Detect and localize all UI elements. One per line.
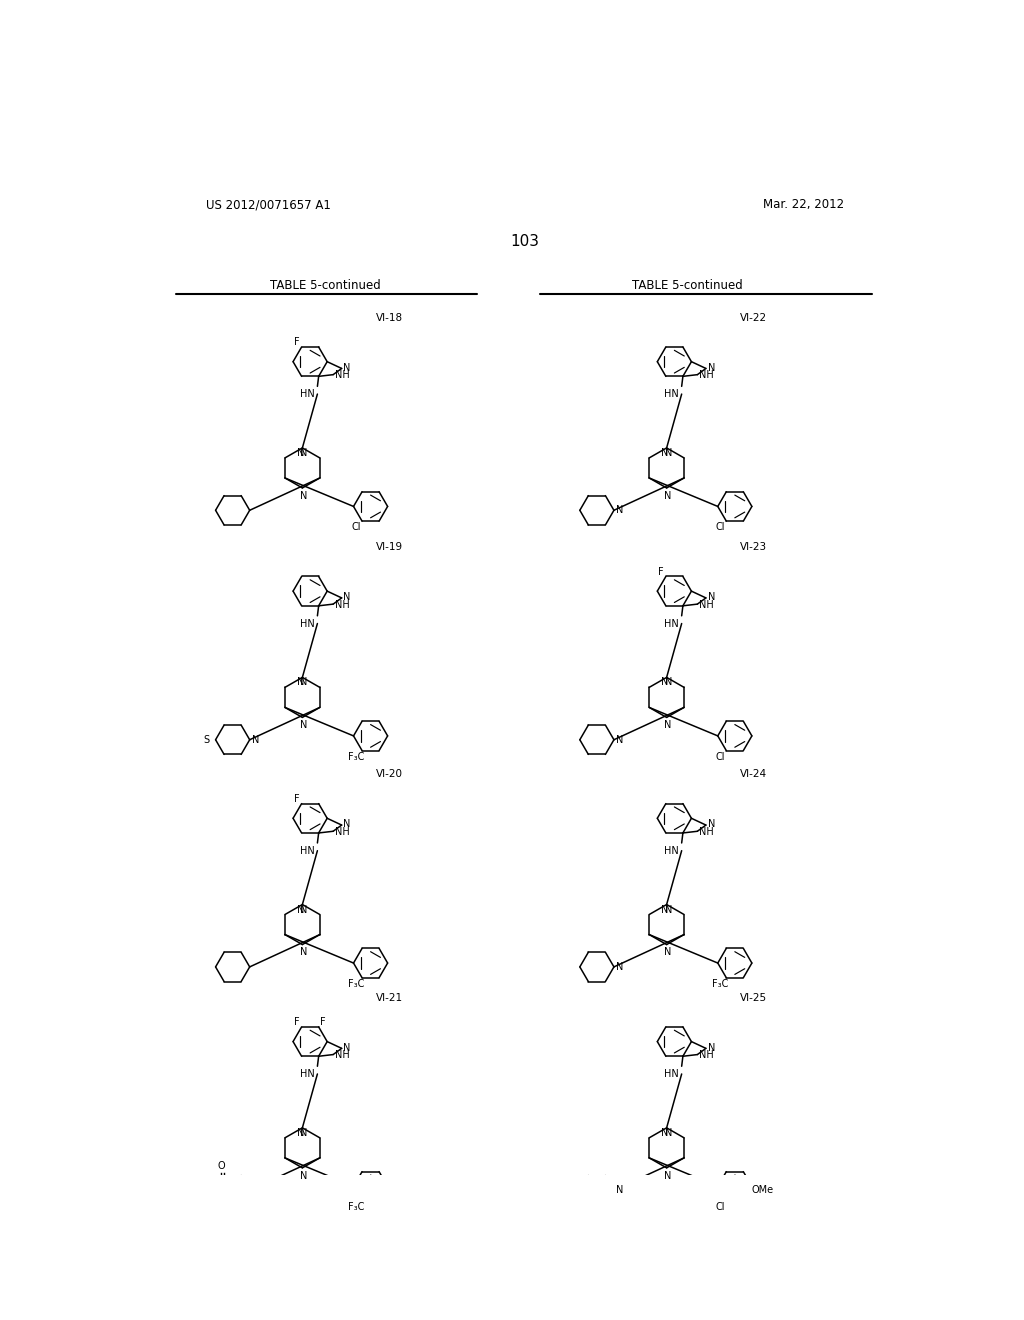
Text: N: N bbox=[297, 904, 304, 915]
Text: F₃C: F₃C bbox=[712, 979, 728, 989]
Text: N: N bbox=[300, 904, 308, 915]
Text: N: N bbox=[708, 593, 715, 602]
Text: TABLE 5-continued: TABLE 5-continued bbox=[270, 279, 381, 292]
Text: N: N bbox=[343, 820, 351, 829]
Text: F: F bbox=[294, 338, 300, 347]
Text: VI-19: VI-19 bbox=[376, 543, 403, 552]
Text: N: N bbox=[665, 1127, 672, 1138]
Text: NH: NH bbox=[699, 1051, 714, 1060]
Text: HN: HN bbox=[300, 1069, 314, 1078]
Text: VI-25: VI-25 bbox=[740, 993, 767, 1003]
Text: VI-18: VI-18 bbox=[376, 313, 403, 323]
Text: N: N bbox=[662, 1127, 669, 1138]
Text: HN: HN bbox=[665, 846, 679, 855]
Text: N: N bbox=[665, 491, 672, 500]
Text: N: N bbox=[662, 447, 669, 458]
Text: N: N bbox=[665, 948, 672, 957]
Text: Cl: Cl bbox=[716, 1203, 725, 1212]
Text: F: F bbox=[319, 1018, 326, 1027]
Text: N: N bbox=[616, 1185, 624, 1195]
Text: N: N bbox=[300, 447, 308, 458]
Text: N: N bbox=[343, 363, 351, 372]
Text: N: N bbox=[343, 593, 351, 602]
Text: HN: HN bbox=[665, 389, 679, 399]
Text: N: N bbox=[616, 735, 624, 744]
Text: OMe: OMe bbox=[752, 1185, 774, 1195]
Text: NH: NH bbox=[699, 828, 714, 837]
Text: N: N bbox=[300, 1127, 308, 1138]
Text: N: N bbox=[665, 904, 672, 915]
Text: N: N bbox=[297, 1127, 304, 1138]
Text: HN: HN bbox=[300, 846, 314, 855]
Text: N: N bbox=[252, 735, 259, 744]
Text: NH: NH bbox=[335, 371, 350, 380]
Text: N: N bbox=[300, 491, 307, 500]
Text: N: N bbox=[616, 962, 624, 972]
Text: N: N bbox=[343, 1043, 351, 1052]
Text: F₃C: F₃C bbox=[348, 1203, 365, 1212]
Text: NH: NH bbox=[335, 1051, 350, 1060]
Text: HN: HN bbox=[300, 389, 314, 399]
Text: O: O bbox=[217, 1162, 225, 1171]
Text: F₃C: F₃C bbox=[348, 751, 365, 762]
Text: F: F bbox=[658, 566, 664, 577]
Text: N: N bbox=[662, 904, 669, 915]
Text: N: N bbox=[665, 677, 672, 688]
Text: US 2012/0071657 A1: US 2012/0071657 A1 bbox=[206, 198, 331, 211]
Text: N: N bbox=[300, 1171, 307, 1180]
Text: N: N bbox=[708, 363, 715, 372]
Text: N: N bbox=[708, 1043, 715, 1052]
Text: Cl: Cl bbox=[716, 751, 725, 762]
Text: F: F bbox=[294, 1018, 300, 1027]
Text: HN: HN bbox=[665, 1069, 679, 1078]
Text: N: N bbox=[665, 1171, 672, 1180]
Text: 103: 103 bbox=[510, 234, 540, 249]
Text: TABLE 5-continued: TABLE 5-continued bbox=[632, 279, 743, 292]
Text: N: N bbox=[300, 948, 307, 957]
Text: S: S bbox=[203, 735, 209, 744]
Text: VI-22: VI-22 bbox=[740, 313, 767, 323]
Text: NH: NH bbox=[335, 828, 350, 837]
Text: HN: HN bbox=[665, 619, 679, 628]
Text: Cl: Cl bbox=[351, 523, 360, 532]
Text: N: N bbox=[300, 721, 307, 730]
Text: NH: NH bbox=[699, 599, 714, 610]
Text: NH: NH bbox=[699, 371, 714, 380]
Text: VI-21: VI-21 bbox=[376, 993, 403, 1003]
Text: HN: HN bbox=[300, 619, 314, 628]
Text: N: N bbox=[662, 677, 669, 688]
Text: N: N bbox=[708, 820, 715, 829]
Text: N: N bbox=[297, 447, 304, 458]
Text: NH: NH bbox=[335, 599, 350, 610]
Text: VI-20: VI-20 bbox=[376, 770, 403, 779]
Text: N: N bbox=[300, 677, 308, 688]
Text: Cl: Cl bbox=[716, 523, 725, 532]
Text: N: N bbox=[297, 677, 304, 688]
Text: F₃C: F₃C bbox=[348, 979, 365, 989]
Text: Mar. 22, 2012: Mar. 22, 2012 bbox=[763, 198, 844, 211]
Text: N: N bbox=[665, 721, 672, 730]
Text: N: N bbox=[665, 447, 672, 458]
Text: N: N bbox=[616, 506, 624, 515]
Text: VI-23: VI-23 bbox=[740, 543, 767, 552]
Text: F: F bbox=[294, 795, 300, 804]
Text: VI-24: VI-24 bbox=[740, 770, 767, 779]
